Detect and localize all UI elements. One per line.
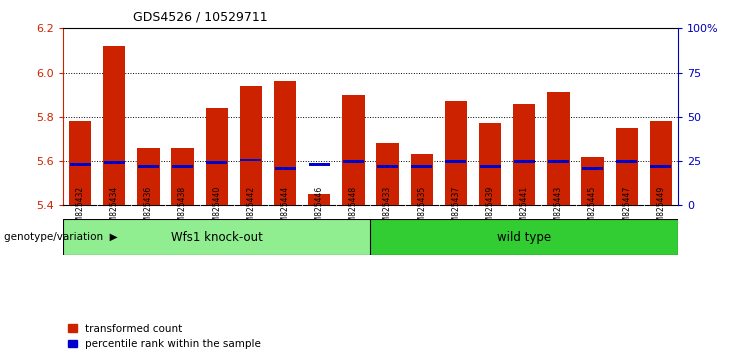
Text: GSM825443: GSM825443 [554,186,563,232]
Bar [342,95,365,205]
Bar [651,165,671,168]
Bar [617,160,637,162]
Bar [240,159,262,161]
Text: GSM825438: GSM825438 [178,186,187,232]
Bar [308,194,330,205]
Bar [103,46,125,205]
Bar [138,165,159,168]
Legend: transformed count, percentile rank within the sample: transformed count, percentile rank withi… [68,324,261,349]
Text: GSM825433: GSM825433 [383,186,392,232]
Bar [514,160,535,162]
Bar [411,165,432,168]
Bar [548,160,569,162]
Text: GSM825446: GSM825446 [315,186,324,232]
Text: GSM825445: GSM825445 [588,186,597,232]
Bar [171,148,193,205]
Bar [548,92,570,205]
Bar [650,121,672,205]
Bar [445,160,467,162]
Bar [411,154,433,205]
Text: genotype/variation  ▶: genotype/variation ▶ [4,232,117,242]
Bar [479,124,501,205]
Bar [63,219,370,255]
Bar [616,128,638,205]
Bar [376,143,399,205]
Text: GSM825436: GSM825436 [144,186,153,232]
Bar [582,156,604,205]
Bar [377,165,398,168]
Text: GSM825440: GSM825440 [212,186,222,232]
Text: GSM825448: GSM825448 [349,186,358,232]
Text: GSM825437: GSM825437 [451,186,460,232]
Bar [370,219,678,255]
Bar [582,167,603,170]
Text: GSM825432: GSM825432 [76,186,84,232]
Bar [343,160,364,162]
Bar [309,163,330,166]
Text: GSM825435: GSM825435 [417,186,426,232]
Bar [514,103,535,205]
Text: Wfs1 knock-out: Wfs1 knock-out [171,231,262,244]
Bar [137,148,159,205]
Text: GSM825434: GSM825434 [110,186,119,232]
Bar [274,81,296,205]
Bar [274,167,296,170]
Text: GSM825449: GSM825449 [657,186,665,232]
Text: GSM825439: GSM825439 [485,186,494,232]
Text: GSM825444: GSM825444 [281,186,290,232]
Text: wild type: wild type [497,231,551,244]
Text: GSM825442: GSM825442 [247,186,256,232]
Bar [104,161,124,164]
Bar [479,165,501,168]
Bar [445,101,467,205]
Text: GSM825441: GSM825441 [519,186,529,232]
Bar [70,163,90,166]
Bar [206,108,227,205]
Bar [206,161,227,164]
Bar [69,121,91,205]
Text: GSM825447: GSM825447 [622,186,631,232]
Bar [172,165,193,168]
Text: GDS4526 / 10529711: GDS4526 / 10529711 [133,11,268,24]
Bar [240,86,262,205]
